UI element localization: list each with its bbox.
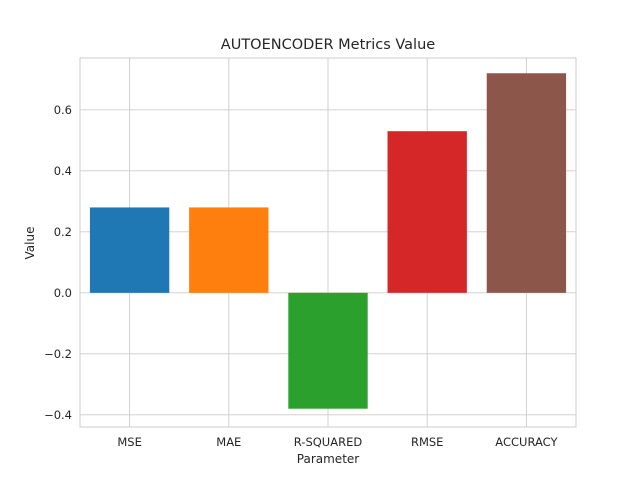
x-axis-label: Parameter: [297, 452, 359, 466]
bar-layer: [89, 73, 567, 409]
x-tick-label: ACCURACY: [495, 435, 558, 449]
y-tick-label: −0.2: [44, 347, 72, 361]
x-tick-label: MAE: [216, 435, 241, 449]
y-tick-label: 0.0: [54, 286, 72, 300]
y-tick-label: 0.4: [54, 164, 72, 178]
y-tick-labels: −0.4 −0.2 0.0 0.2 0.4 0.6: [44, 103, 72, 422]
bar-mae: [189, 207, 269, 293]
bar-mse: [89, 207, 170, 293]
x-tick-labels: MSE MAE R-SQUARED RMSE ACCURACY: [117, 435, 558, 449]
bar-rmse: [387, 131, 467, 293]
bar-r-squared: [288, 292, 368, 409]
x-tick-label: RMSE: [411, 435, 443, 449]
y-tick-label: 0.6: [54, 103, 72, 117]
x-tick-label: R-SQUARED: [294, 435, 363, 449]
plot-frame: [79, 57, 577, 428]
x-tick-label: MSE: [117, 435, 142, 449]
y-axis-label: Value: [23, 227, 37, 260]
bar-accuracy: [486, 73, 567, 293]
y-tick-label: −0.4: [44, 408, 72, 422]
chart-title: AUTOENCODER Metrics Value: [221, 37, 435, 53]
y-tick-label: 0.2: [54, 225, 72, 239]
